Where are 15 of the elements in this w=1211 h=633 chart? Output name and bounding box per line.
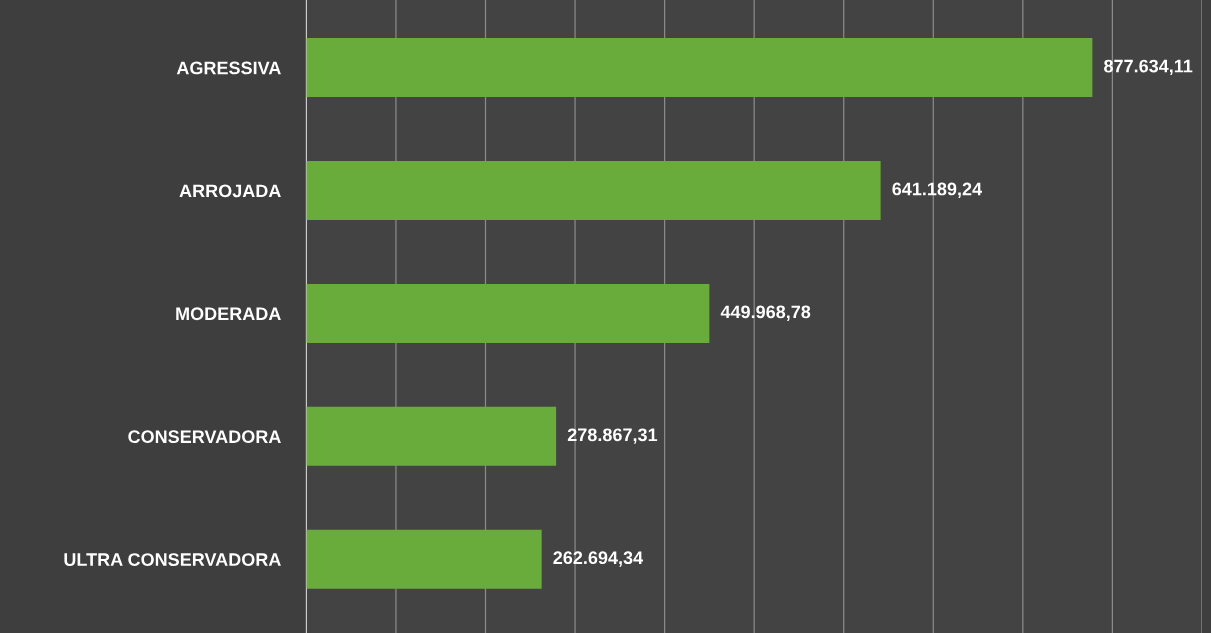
bar (306, 283, 710, 343)
y-tick-label: CONSERVADORA (128, 430, 281, 444)
bar (306, 38, 1093, 98)
data-label: 278.867,31 (567, 428, 658, 444)
y-tick-label: MODERADA (176, 307, 281, 321)
data-label: 262.694,34 (553, 551, 644, 567)
y-tick-label: ULTRA CONSERVADORA (64, 553, 281, 566)
data-label: 877.634,11 (1104, 59, 1193, 76)
y-tick-label: AGRESSIVA (176, 61, 281, 75)
bar (306, 161, 881, 221)
bar (306, 529, 542, 589)
data-label: 641.189,24 (892, 182, 982, 198)
y-tick-label: ARROJADA (179, 184, 281, 198)
bar (306, 406, 557, 466)
data-label: 449.968,78 (720, 305, 811, 321)
